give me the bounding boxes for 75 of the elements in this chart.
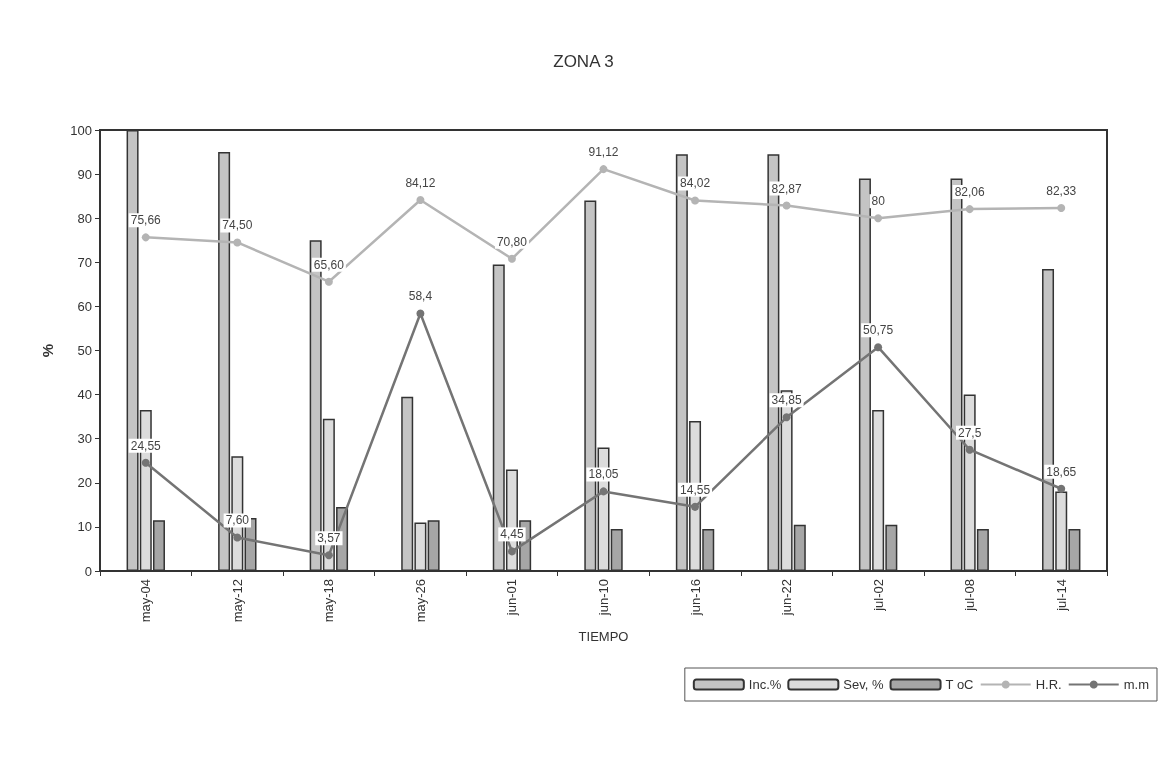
legend-label: Sev, % xyxy=(843,677,884,692)
data-label: 82,06 xyxy=(954,185,986,200)
data-label: 84,12 xyxy=(405,176,436,191)
x-tick-label: jul-14 xyxy=(1053,579,1069,612)
point xyxy=(782,201,791,210)
point xyxy=(599,487,608,496)
point xyxy=(416,309,425,318)
data-label: 27,5 xyxy=(958,425,982,440)
point xyxy=(965,205,974,214)
y-tick-label: 80 xyxy=(77,210,92,226)
data-label: 58,4 xyxy=(408,289,433,304)
point xyxy=(691,196,700,205)
x-tick-label: jun-22 xyxy=(779,579,795,617)
x-tick-label: jul-08 xyxy=(962,579,978,612)
x-tick-label: may-04 xyxy=(138,579,154,623)
y-tick-label: 50 xyxy=(77,343,92,358)
data-label: 4,45 xyxy=(500,527,524,542)
y-tick-label: 70 xyxy=(77,254,92,270)
data-label: 65,60 xyxy=(313,257,345,272)
data-label: 82,87 xyxy=(771,181,802,196)
data-label: 91,12 xyxy=(588,145,619,160)
point xyxy=(1057,203,1066,212)
point xyxy=(141,233,150,242)
data-label: 50,75 xyxy=(863,323,894,338)
data-label: 75,66 xyxy=(130,213,162,228)
x-tick-label: jun-10 xyxy=(596,579,611,617)
point xyxy=(965,445,974,454)
point xyxy=(874,214,883,223)
x-tick-label: jul-02 xyxy=(870,579,886,612)
data-label: 82,33 xyxy=(1046,183,1077,198)
bar xyxy=(427,520,440,571)
data-label: 3,57 xyxy=(317,531,341,546)
data-label: 74,50 xyxy=(222,218,253,233)
y-tick-label: 90 xyxy=(77,166,92,182)
x-tick-label: may-26 xyxy=(412,579,428,623)
y-tick-label: 30 xyxy=(77,431,92,447)
y-tick-label: 20 xyxy=(77,475,92,491)
data-label: 7,60 xyxy=(225,513,250,528)
x-tick-label: may-12 xyxy=(229,579,245,623)
point xyxy=(507,254,516,263)
x-axis-title: TIEMPO xyxy=(578,629,629,645)
point xyxy=(233,533,242,542)
y-axis-title: % xyxy=(39,343,56,358)
x-tick-label: jun-01 xyxy=(504,579,520,617)
point xyxy=(782,413,791,422)
data-label: 18,05 xyxy=(588,467,619,482)
point xyxy=(691,502,700,511)
data-label: 24,55 xyxy=(130,438,162,453)
data-label: 14,55 xyxy=(680,482,711,497)
data-label: 80 xyxy=(871,194,886,209)
point xyxy=(1057,484,1066,493)
legend-label: T oC xyxy=(945,677,974,692)
chart-title: ZONA 3 xyxy=(553,52,614,71)
point xyxy=(324,551,333,560)
y-tick-label: 40 xyxy=(77,387,92,403)
point xyxy=(324,277,333,286)
data-label: 84,02 xyxy=(680,176,711,191)
x-tick-label: may-18 xyxy=(321,579,337,623)
point xyxy=(141,458,150,467)
legend-label: m.m xyxy=(1123,677,1150,692)
legend-label: Inc.% xyxy=(748,677,782,692)
point xyxy=(874,343,883,352)
y-tick-label: 100 xyxy=(70,122,92,138)
data-label: 18,65 xyxy=(1046,464,1077,479)
legend-label: H.R. xyxy=(1035,677,1062,692)
data-label: 70,80 xyxy=(496,234,528,249)
point xyxy=(233,238,242,247)
point xyxy=(507,547,516,556)
point xyxy=(599,165,608,174)
y-tick-label: 0 xyxy=(84,563,92,579)
x-tick-label: jun-16 xyxy=(687,579,703,617)
data-label: 34,85 xyxy=(771,393,802,408)
point xyxy=(416,196,425,205)
y-tick-label: 10 xyxy=(77,519,92,535)
y-tick-label: 60 xyxy=(77,298,92,314)
